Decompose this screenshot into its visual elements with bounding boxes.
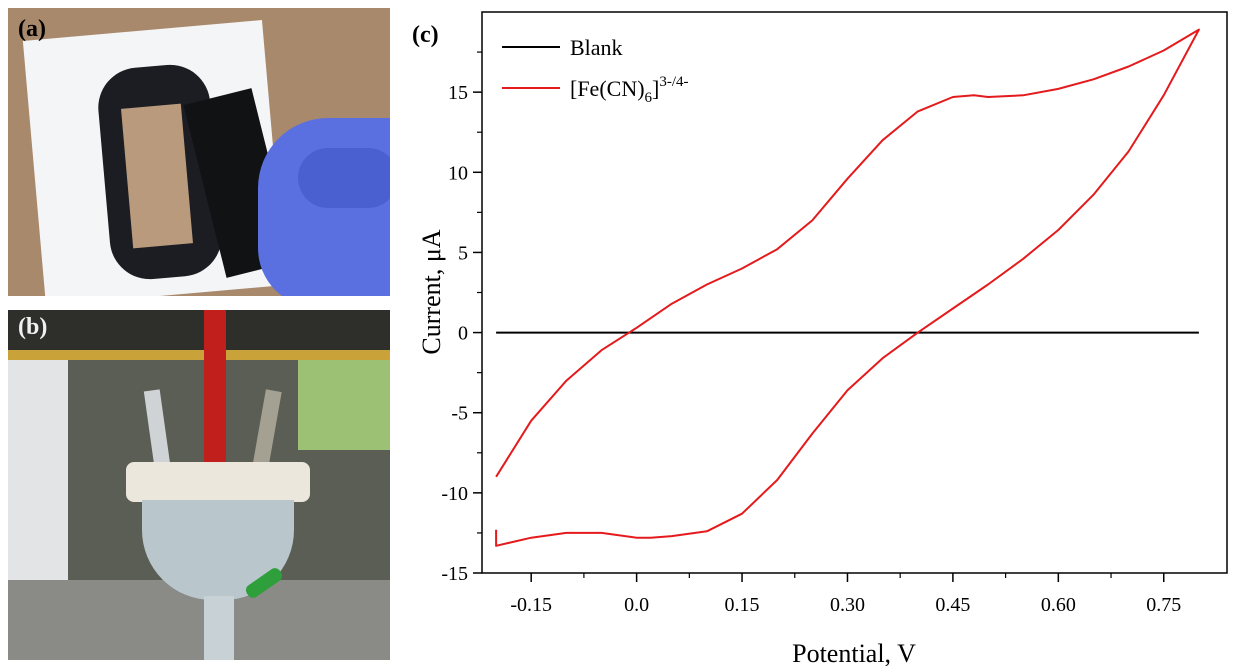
y-tick-label: -5 bbox=[451, 403, 468, 425]
legend-label-blank: Blank bbox=[570, 35, 623, 60]
electrode-window bbox=[121, 103, 193, 249]
cell-lid bbox=[126, 462, 310, 502]
y-tick-label: 5 bbox=[458, 242, 468, 264]
cyclic-voltammogram-chart: -0.15 0.0 0.15 0.30 0.45 0.60 0.75 -15 -10 -5 0 5 1… bbox=[412, 11, 1228, 666]
x-tick-label: 0.0 bbox=[624, 594, 649, 616]
y-tick-label: 15 bbox=[448, 82, 468, 104]
photo-paper-electrode: (a) bbox=[8, 8, 390, 296]
y-axis: -15 -10 -5 0 5 10 15 bbox=[441, 51, 482, 585]
x-tick-label: 0.75 bbox=[1146, 594, 1181, 616]
glove-finger bbox=[298, 148, 390, 208]
y-tick-label: -15 bbox=[441, 563, 468, 585]
yellow-shelf bbox=[8, 350, 390, 360]
y-tick-label: 10 bbox=[448, 162, 468, 184]
background-dark bbox=[8, 310, 390, 350]
x-axis: -0.15 0.0 0.15 0.30 0.45 0.60 0.75 bbox=[510, 573, 1181, 616]
window-foliage bbox=[298, 360, 390, 450]
y-axis-label: Current, μA bbox=[417, 229, 446, 354]
x-axis-label: Potential, V bbox=[792, 639, 916, 666]
x-tick-label: 0.30 bbox=[830, 594, 865, 616]
red-clip bbox=[204, 310, 226, 480]
y-tick-label: -10 bbox=[441, 483, 468, 505]
cell-stem bbox=[204, 596, 234, 660]
x-tick-label: -0.15 bbox=[510, 594, 552, 616]
x-tick-label: 0.45 bbox=[935, 594, 970, 616]
x-tick-label: 0.60 bbox=[1041, 594, 1076, 616]
series-layer bbox=[495, 28, 1200, 547]
x-tick-label: 0.15 bbox=[725, 594, 760, 616]
panel-b-label: (b) bbox=[18, 314, 48, 340]
legend-label-ferricyanide: [Fe(CN)6]3-/4- bbox=[570, 74, 689, 106]
series-ferricyanide-line bbox=[495, 28, 1200, 547]
panel-a-label: (a) bbox=[18, 16, 46, 42]
legend: Blank [Fe(CN)6]3-/4- bbox=[502, 35, 689, 106]
y-tick-label: 0 bbox=[458, 323, 468, 345]
panel-c-label: (c) bbox=[412, 22, 439, 48]
photo-electrochemical-cell: (b) bbox=[8, 310, 390, 660]
